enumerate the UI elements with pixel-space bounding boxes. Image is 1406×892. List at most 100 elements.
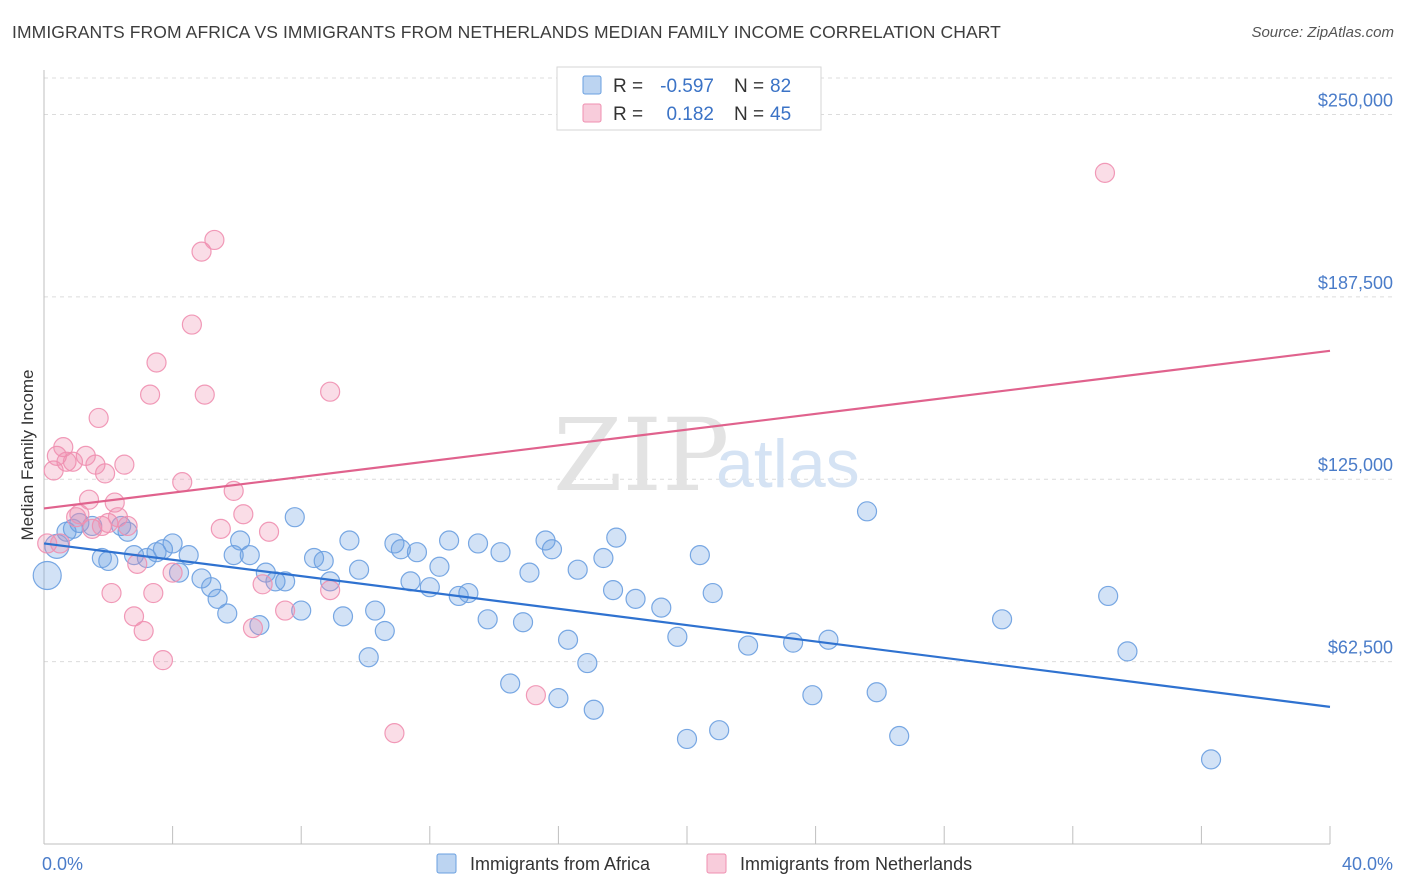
point-1-42	[320, 580, 341, 601]
trend-line-1	[43, 349, 1331, 510]
point-0-56	[548, 687, 569, 709]
point-0-37	[365, 600, 386, 621]
axes: $62,500 $125,000 $187,500 $250,000	[43, 70, 1393, 845]
trend-lines	[43, 349, 1331, 708]
x-tick-label-min: 0.0%	[42, 854, 83, 874]
point-1-29	[162, 562, 183, 583]
point-1-10	[78, 489, 100, 510]
point-1-40	[258, 521, 280, 542]
point-1-46	[1094, 162, 1116, 183]
point-0-51	[500, 673, 521, 694]
point-1-26	[143, 582, 164, 604]
point-0-57	[557, 629, 579, 650]
point-0-53	[519, 562, 540, 583]
point-0-64	[625, 588, 646, 609]
point-0-18	[201, 577, 222, 598]
bottom-legend-swatch-africa	[436, 853, 457, 874]
point-1-31	[181, 314, 202, 335]
legend-r-value-netherlands: 0.182	[666, 104, 714, 125]
point-0-63	[606, 527, 627, 548]
point-0-78	[991, 609, 1013, 630]
gridlines	[44, 77, 1396, 663]
point-1-45	[525, 685, 546, 706]
point-0-38	[374, 620, 395, 642]
point-0-73	[802, 685, 823, 706]
legend-n-label-netherlands: N =	[734, 104, 764, 125]
legend-r-label-netherlands: R =	[613, 104, 643, 125]
point-1-15	[94, 463, 116, 484]
point-0-69	[702, 582, 723, 604]
point-0-55	[541, 539, 563, 560]
point-0-74	[818, 629, 839, 650]
watermark: ZIP atlas	[553, 397, 860, 514]
point-0-60	[583, 699, 604, 720]
point-0-15	[168, 562, 190, 583]
legend-box: R = -0.597 N = 82 R = 0.182 N = 45	[556, 66, 822, 131]
y-axis-label: Median Family Income	[18, 369, 37, 540]
point-1-3	[49, 533, 71, 554]
point-1-24	[133, 620, 154, 642]
point-0-61	[593, 547, 614, 569]
point-0-9	[117, 521, 138, 542]
point-0-48	[467, 533, 489, 554]
point-0-36	[358, 647, 379, 668]
point-1-27	[146, 352, 167, 373]
trend-line-0	[43, 542, 1331, 708]
watermark-zip: ZIP	[553, 397, 729, 514]
x-tick-label-max: 40.0%	[1342, 854, 1393, 874]
point-1-25	[139, 384, 161, 405]
y-tick-label-2: $187,500	[1318, 273, 1393, 293]
bottom-legend: Immigrants from Africa Immigrants from N…	[436, 853, 972, 874]
point-0-65	[651, 597, 672, 618]
point-0-71	[737, 635, 759, 656]
point-1-16	[98, 512, 119, 534]
point-0-58	[567, 559, 588, 580]
point-0-42	[406, 542, 428, 563]
series-0-points	[32, 501, 1222, 770]
point-1-41	[275, 600, 296, 621]
point-1-17	[101, 582, 122, 604]
point-0-76	[866, 682, 887, 703]
point-0-52	[512, 612, 534, 633]
point-1-13	[88, 407, 109, 429]
point-0-20	[217, 603, 238, 624]
chart-title: IMMIGRANTS FROM AFRICA VS IMMIGRANTS FRO…	[12, 22, 1001, 42]
point-0-27	[275, 571, 296, 592]
point-1-22	[123, 606, 145, 627]
point-0-44	[429, 556, 450, 577]
bottom-legend-swatch-netherlands	[706, 853, 727, 874]
point-0-14	[162, 533, 183, 554]
point-0-34	[339, 530, 360, 551]
point-0-67	[676, 728, 698, 750]
y-tick-label-0: $62,500	[1328, 638, 1393, 658]
point-0-29	[291, 600, 312, 621]
point-1-32	[191, 241, 212, 262]
watermark-atlas: atlas	[716, 426, 860, 502]
point-1-35	[210, 518, 231, 539]
point-0-22	[230, 530, 251, 551]
point-1-7	[66, 507, 87, 528]
point-1-30	[172, 472, 193, 493]
point-0-0	[32, 560, 62, 591]
point-0-66	[667, 626, 688, 647]
point-1-6	[62, 451, 84, 472]
point-0-28	[284, 507, 305, 528]
point-1-28	[152, 650, 174, 671]
legend-n-value-netherlands: 45	[770, 104, 791, 125]
point-0-33	[332, 606, 354, 627]
point-1-20	[114, 454, 135, 475]
legend-swatch-netherlands	[582, 103, 602, 123]
point-0-16	[178, 545, 199, 566]
legend-swatch-africa	[582, 75, 602, 95]
legend-r-label-africa: R =	[613, 76, 643, 97]
point-0-35	[348, 559, 370, 580]
point-1-5	[56, 451, 77, 472]
legend-r-value-africa: -0.597	[660, 76, 714, 97]
source-credit: Source: ZipAtlas.com	[1251, 24, 1394, 41]
point-0-68	[689, 545, 710, 566]
point-1-34	[204, 229, 225, 251]
data-points	[32, 162, 1222, 770]
point-0-77	[889, 725, 910, 747]
point-1-38	[242, 617, 264, 639]
